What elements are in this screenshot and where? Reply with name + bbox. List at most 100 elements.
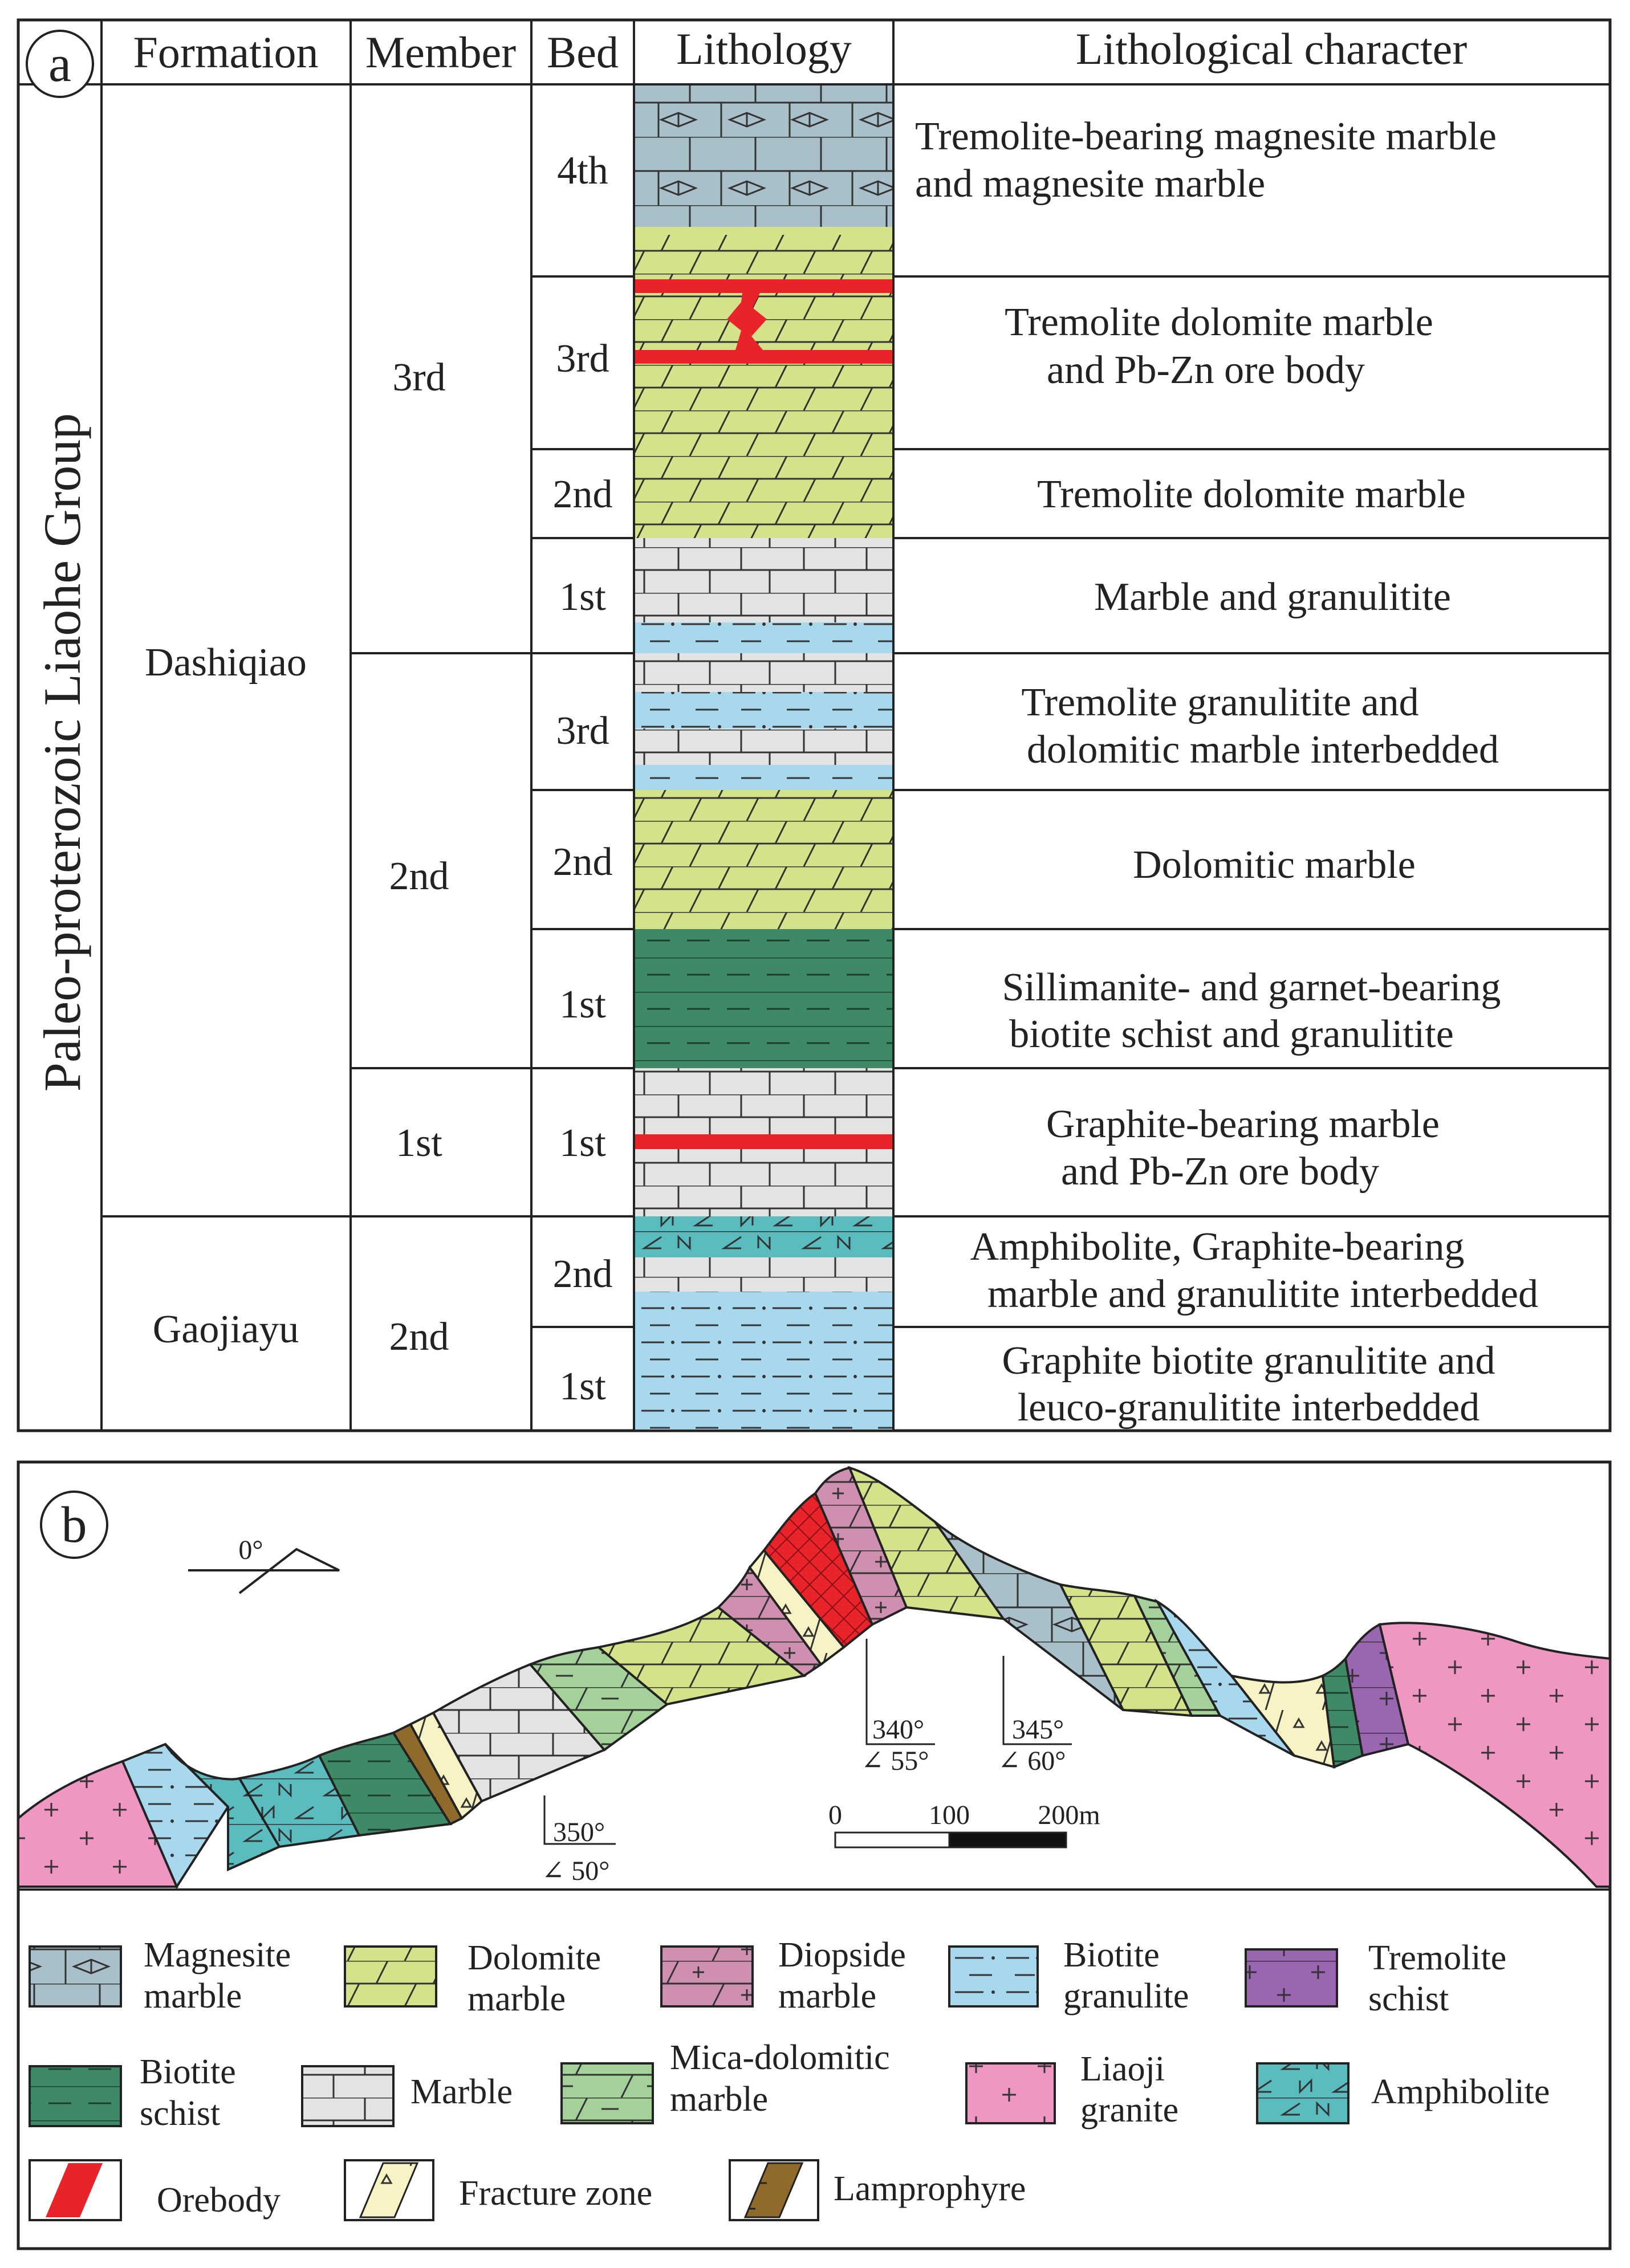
litho-orebody-vein [727, 279, 767, 350]
litho-bed-marble-2 [634, 653, 893, 692]
legend-fracture-symbol [359, 2162, 419, 2218]
legend-label: Tremolite [1368, 1939, 1506, 1977]
litho-bed-marble-4 [634, 1257, 893, 1292]
panel-a-grid [18, 20, 1610, 1431]
legend-label: marble [468, 1980, 566, 2018]
legend-label: schist [1368, 1980, 1449, 2018]
legend-swatch [301, 2065, 395, 2127]
legend-label: marble [778, 1977, 876, 2015]
group-label: Paleo-proterozoic Liaohe Group [33, 413, 91, 1092]
formation-gaojiayu: Gaojiayu [153, 1308, 299, 1351]
header-bed: Bed [547, 27, 619, 77]
legend-label: granite [1080, 2091, 1178, 2129]
litho-orebody-member1 [634, 1134, 893, 1149]
description-line: and magnesite marble [915, 162, 1265, 206]
unit-granite-right [1378, 1622, 1611, 1888]
description-line: Tremolite dolomite marble [1037, 473, 1466, 516]
legend-swatch [1245, 1948, 1338, 2008]
legend-swatch [660, 1945, 754, 2008]
legend-label: Biotite [140, 2053, 236, 2091]
legend-swatch [948, 1945, 1039, 2008]
attitude-dip-3: ∠ 60° [998, 1746, 1066, 1776]
panel-b-cross-section: b 0° 350° ∠ 50° 340° ∠ 55° 345° ∠ 60 [17, 1460, 1612, 2250]
legend-label: Diopside [778, 1936, 906, 1974]
litho-bed-granulitite [634, 622, 893, 653]
legend-swatch [29, 1945, 122, 2008]
description-line: biotite schist and granulitite [1009, 1012, 1454, 1056]
description-line: Tremolite-bearing magnesite marble [915, 115, 1497, 158]
legend-label: granulite [1063, 1977, 1189, 2015]
attitude-strike-2: 340° [872, 1715, 924, 1745]
legend-swatch [1256, 2062, 1349, 2124]
attitude-strike-3: 345° [1012, 1715, 1064, 1745]
description-line: leuco-granulitite interbedded [1018, 1386, 1480, 1430]
orientation-symbol [238, 1548, 340, 1594]
legend-label: Dolomite [468, 1939, 601, 1977]
legend-label: Magnesite [144, 1936, 291, 1974]
panel-b-label: b [62, 1497, 87, 1553]
legend-lamprophyre-symbol [743, 2162, 804, 2218]
formation-dashiqiao: Dashiqiao [145, 641, 307, 685]
description-line: and Pb-Zn ore body [1047, 348, 1365, 392]
bed-label: 4th [557, 149, 608, 193]
legend-label: Fracture zone [459, 2174, 652, 2213]
litho-bed-amphibolite [634, 1216, 893, 1257]
litho-bed-dolomitic [634, 790, 893, 929]
attitude-dip-2: ∠ 55° [861, 1746, 929, 1776]
litho-bed-granulitite-2 [634, 692, 893, 728]
legend-label: marble [144, 1977, 242, 2015]
litho-bed-granulitite-5 [634, 1327, 893, 1431]
legend-swatch [965, 2062, 1056, 2124]
panel-a-stratigraphic-column: a Formation Member Bed Lithology Litholo… [17, 18, 1612, 1432]
description-line: Graphite-bearing marble [1046, 1102, 1440, 1146]
header-formation: Formation [133, 27, 319, 77]
litho-transition [634, 227, 893, 235]
litho-bed-marble [634, 538, 893, 622]
bed-label: 2nd [553, 840, 613, 884]
attitude-leader-2 [865, 1639, 935, 1745]
litho-bed-marble-3 [634, 728, 893, 765]
legend-label: marble [670, 2080, 768, 2119]
litho-bed-magnesite [634, 84, 893, 234]
description-line: dolomitic marble interbedded [1027, 728, 1499, 772]
description-line: Marble and granulitite [1094, 575, 1451, 619]
panel-a-label: a [48, 36, 71, 92]
member-3rd: 3rd [392, 356, 445, 400]
bed-label: 1st [559, 983, 606, 1027]
legend-label: Marble [410, 2072, 513, 2111]
legend-label: Lamprophyre [834, 2169, 1026, 2208]
attitude-dip-1: ∠ 50° [542, 1856, 609, 1886]
cross-section-units [17, 1465, 1611, 1890]
litho-orebody-lower [634, 350, 893, 364]
bed-label: 3rd [556, 709, 609, 753]
scale-label: 0 [828, 1800, 842, 1830]
legend-label: schist [140, 2094, 220, 2133]
legend-swatch [560, 2062, 654, 2124]
description-line: Tremolite dolomite marble [1005, 300, 1433, 344]
description-line: Amphibolite, Graphite-bearing [970, 1225, 1465, 1269]
bed-label: 1st [559, 575, 606, 619]
bed-label: 2nd [553, 473, 613, 516]
bed-label: 1st [559, 1121, 606, 1165]
member-gaojiayu-2nd: 2nd [389, 1315, 449, 1359]
attitude-leader-3 [1002, 1656, 1072, 1745]
litho-bed-granulitite-4 [634, 1292, 893, 1327]
legend-swatch [344, 1945, 437, 2008]
panel-b-label-circle [40, 1491, 108, 1559]
litho-bed-schist [634, 929, 893, 1068]
bed-label: 2nd [553, 1252, 613, 1296]
legend: Magnesite marble Dolomite marble Diopsid… [29, 1936, 1550, 2221]
legend-label: Orebody [157, 2181, 281, 2220]
scale-label: 200m [1038, 1800, 1100, 1830]
litho-orebody-upper [634, 279, 893, 293]
description-line: Dolomitic marble [1133, 843, 1416, 887]
legend-label: Amphibolite [1371, 2072, 1550, 2111]
header-member: Member [365, 27, 516, 77]
member-2nd: 2nd [389, 854, 449, 898]
panel-a-label-circle [26, 30, 94, 98]
description-line: Sillimanite- and garnet-bearing [1002, 966, 1501, 1009]
legend-orebody-symbol [46, 2163, 103, 2217]
legend-label: Biotite [1063, 1936, 1160, 1974]
description-line: Tremolite granulitite and [1021, 681, 1418, 724]
